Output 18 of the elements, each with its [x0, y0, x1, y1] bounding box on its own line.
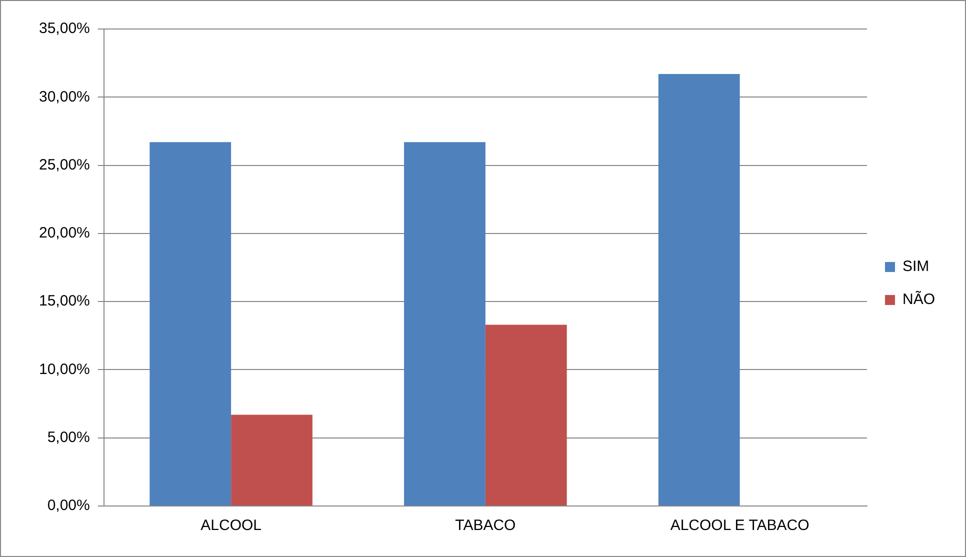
x-tick-label: TABACO: [455, 517, 516, 534]
y-tick-label: 25,00%: [39, 156, 90, 174]
legend-label: SIM: [902, 258, 930, 276]
y-tick-label: 20,00%: [39, 224, 90, 242]
bar: [658, 74, 740, 506]
bar: [404, 142, 486, 506]
legend-label: NÃO: [902, 290, 936, 308]
y-tick-label: 15,00%: [39, 292, 90, 310]
y-tick-label: 35,00%: [39, 20, 90, 38]
y-tick-label: 0,00%: [47, 497, 90, 514]
y-tick-label: 30,00%: [39, 88, 90, 106]
x-tick-label: ALCOOL: [200, 517, 262, 534]
bar: [150, 142, 232, 506]
y-tick-label: 5,00%: [47, 429, 90, 446]
bar: [231, 414, 312, 506]
bar: [485, 324, 567, 506]
y-tick-label: 10,00%: [39, 360, 90, 378]
x-tick-label: ALCOOL E TABACO: [670, 517, 810, 534]
